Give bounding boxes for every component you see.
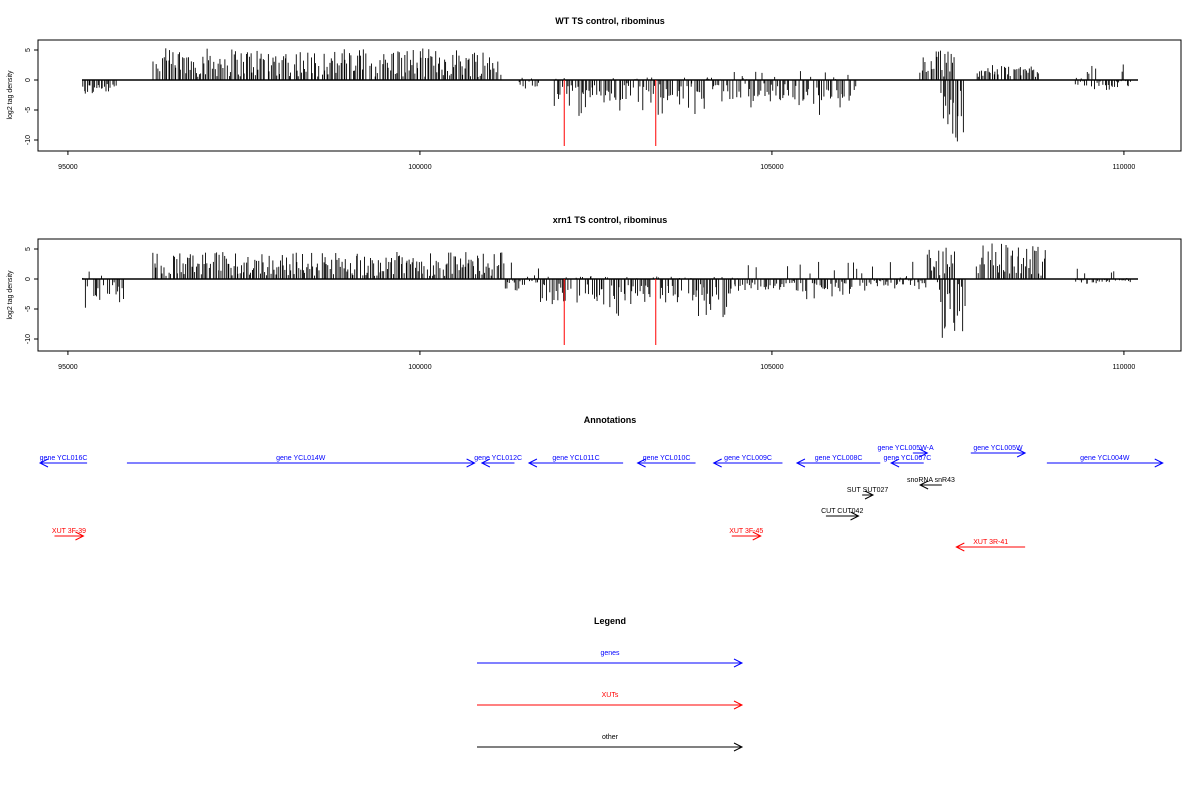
feature-label: gene YCL008C xyxy=(815,455,863,462)
feature-arrow-head xyxy=(1154,458,1164,468)
feature-arrow-head xyxy=(752,531,762,541)
y-tick-label: -10 xyxy=(25,135,32,145)
feature-arrow-head xyxy=(795,458,806,468)
feature-arrow-head xyxy=(75,531,85,541)
feature-label: gene YCL004W xyxy=(1080,455,1130,462)
chart-title: WT TS control, ribominus xyxy=(555,16,665,26)
y-axis-label: log2 tag density xyxy=(7,270,14,320)
axes-group: 95000 100000 105000 110000 5 0 -5 -10 xyxy=(25,48,1135,171)
feature-arrow-head xyxy=(850,511,860,521)
legend-arrow-head xyxy=(733,742,744,752)
x-tick-label: 95000 xyxy=(58,164,78,171)
legend-label: XUTs xyxy=(602,692,619,699)
y-tick-label: 0 xyxy=(25,78,32,82)
feature-arrow-head xyxy=(919,448,929,458)
feature-label: XUT 3R-41 xyxy=(973,539,1008,546)
y-tick-label: 5 xyxy=(25,247,32,251)
y-tick-label: 5 xyxy=(25,48,32,52)
bars-group xyxy=(82,243,1138,345)
y-axis-label: log2 tag density xyxy=(7,70,14,120)
feature-label: gene YCL010C xyxy=(643,455,691,462)
feature-arrow-head xyxy=(527,458,538,468)
feature-arrow-head xyxy=(864,490,875,500)
x-tick-label: 95000 xyxy=(58,364,78,371)
x-tick-label: 110000 xyxy=(1112,164,1135,171)
legend-arrow-head xyxy=(733,700,744,710)
features-group: gene YCL016C gene YCL014W gene YCL012C gene… xyxy=(38,445,1164,552)
feature-arrow-head xyxy=(466,458,476,468)
feature-label: gene YCL016C xyxy=(40,455,88,462)
legend-label: other xyxy=(602,734,619,741)
feature-label: gene YCL011C xyxy=(552,455,599,462)
feature-arrow-head xyxy=(712,458,722,468)
feature-arrow-head xyxy=(636,458,646,468)
feature-label: gene YCL014W xyxy=(276,455,326,462)
panel-wt: WT TS control, ribominus log2 tag densit… xyxy=(7,16,1182,171)
feature-arrow-head xyxy=(480,458,491,468)
y-tick-label: 0 xyxy=(25,277,32,281)
chart-title: xrn1 TS control, ribominus xyxy=(553,215,668,225)
axes-group: 95000 100000 105000 110000 5 0 -5 -10 xyxy=(25,247,1135,371)
x-tick-label: 100000 xyxy=(408,164,431,171)
feature-label: gene YCL005W-A xyxy=(878,445,934,452)
legend-items: genes XUTs other xyxy=(477,650,744,752)
legend-arrow-head xyxy=(733,658,744,668)
feature-arrow-head xyxy=(38,458,49,468)
feature-label: gene YCL012C xyxy=(474,455,522,462)
annotations-track: Annotations gene YCL016C gene YCL014W gene… xyxy=(38,415,1164,552)
annotations-title: Annotations xyxy=(584,415,637,425)
bars-group xyxy=(82,48,1138,146)
feature-arrow-head xyxy=(918,480,929,490)
y-tick-label: -10 xyxy=(25,334,32,344)
feature-label: snoRNA snR43 xyxy=(907,477,955,484)
feature-label: gene YCL005W xyxy=(973,445,1023,452)
feature-arrow-head xyxy=(955,542,965,552)
legend: Legend genes XUTs other xyxy=(477,616,744,752)
feature-label: SUT SUT027 xyxy=(847,487,889,494)
x-tick-label: 110000 xyxy=(1112,364,1135,371)
feature-arrow-head xyxy=(890,458,900,468)
feature-label: XUT 3F-45 xyxy=(729,528,763,535)
y-tick-label: -5 xyxy=(25,306,32,312)
feature-arrow-head xyxy=(1016,448,1027,458)
plot-frame xyxy=(37,238,1182,352)
feature-label: XUT 3F-39 xyxy=(52,528,86,535)
x-tick-label: 105000 xyxy=(760,164,783,171)
panel-xrn1: xrn1 TS control, ribominus log2 tag dens… xyxy=(7,215,1182,371)
feature-label: gene YCL007C xyxy=(884,455,932,462)
y-tick-label: -5 xyxy=(25,107,32,113)
plot-frame xyxy=(37,39,1182,152)
legend-title: Legend xyxy=(594,616,626,626)
x-tick-label: 100000 xyxy=(408,364,431,371)
feature-label: CUT CUT042 xyxy=(821,508,863,515)
feature-label: gene YCL009C xyxy=(724,455,772,462)
legend-label: genes xyxy=(600,650,620,657)
x-tick-label: 105000 xyxy=(760,364,783,371)
